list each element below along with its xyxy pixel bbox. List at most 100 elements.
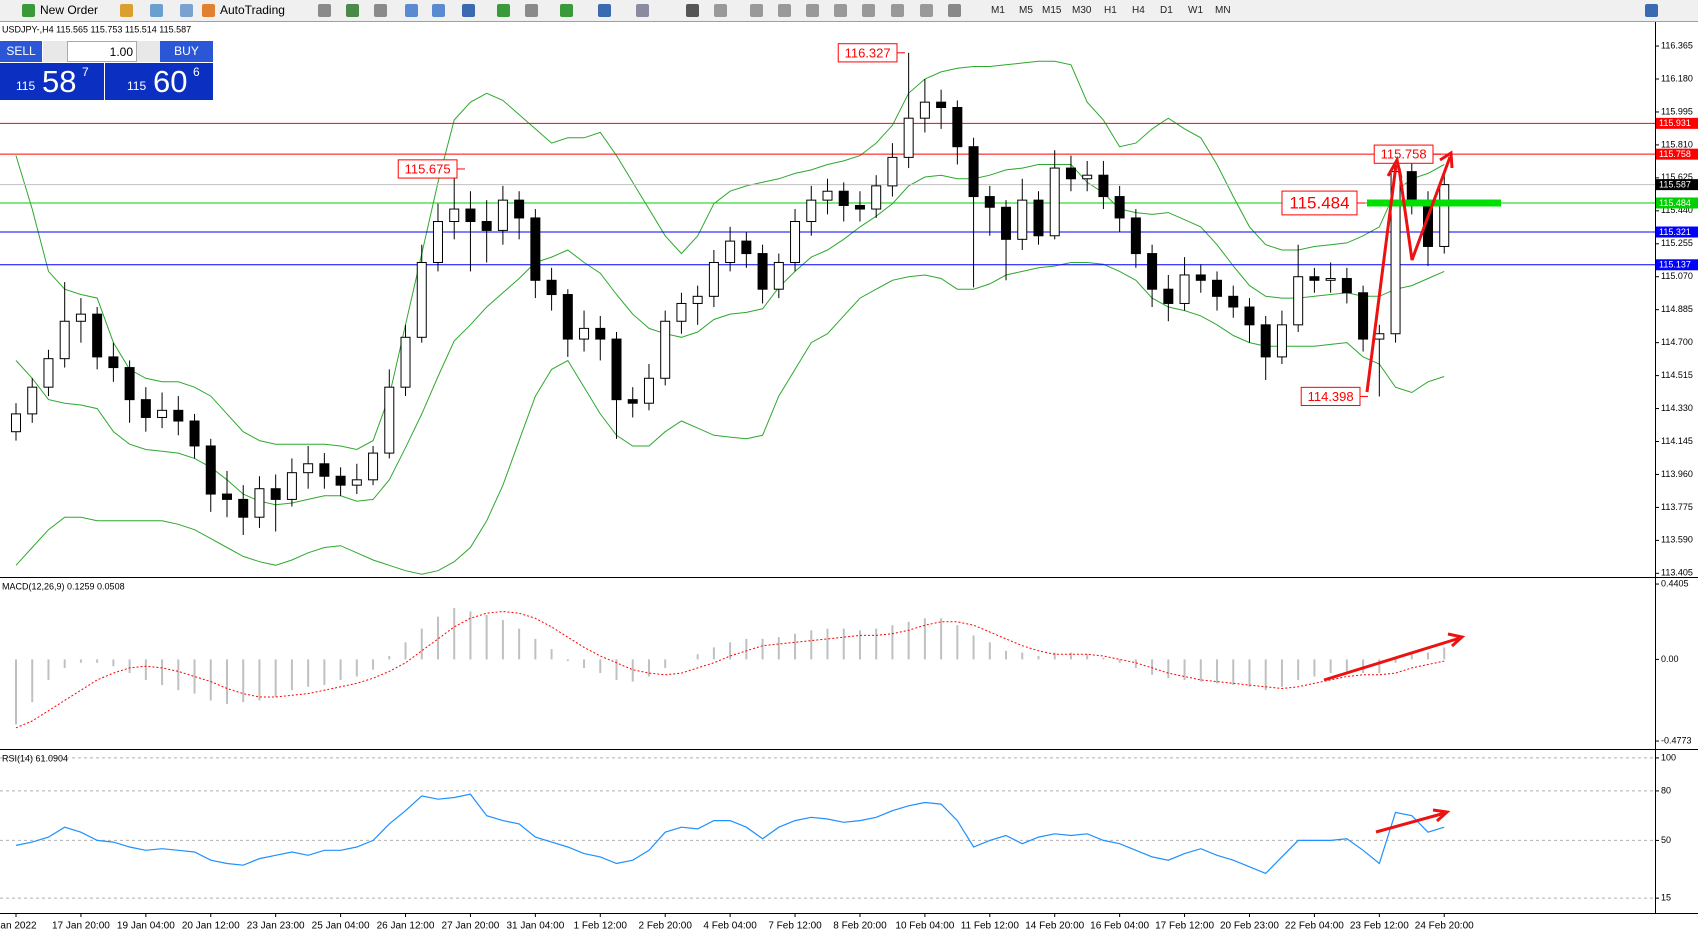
timeframe[interactable]: M1 xyxy=(991,5,1005,16)
cursor-icon[interactable] xyxy=(686,4,699,17)
macd-bar xyxy=(518,628,521,660)
x-tick-label: 25 Jan 04:00 xyxy=(312,921,370,932)
macd-bar xyxy=(1102,657,1105,660)
lot-up[interactable] xyxy=(137,41,160,62)
macd-bar xyxy=(1313,659,1316,677)
period-icon[interactable] xyxy=(598,4,611,17)
fibo-tool[interactable] xyxy=(834,4,847,17)
macd-bar xyxy=(1232,659,1235,686)
candle-body xyxy=(562,294,573,340)
macd-bar xyxy=(1167,659,1170,679)
candle-body xyxy=(1439,184,1450,247)
candle-body xyxy=(757,253,768,290)
timeframe[interactable]: D1 xyxy=(1160,5,1173,16)
candle-body xyxy=(92,313,103,358)
tool-icon[interactable] xyxy=(497,4,510,17)
line-tool[interactable] xyxy=(778,4,791,17)
candle-body xyxy=(1001,206,1012,240)
label-tool[interactable] xyxy=(920,4,933,17)
line-tool[interactable] xyxy=(750,4,763,17)
candle-body xyxy=(11,413,21,433)
candle-body xyxy=(854,204,865,210)
macd-bar xyxy=(550,649,553,660)
x-tick-label: 8 Feb 20:00 xyxy=(833,921,887,932)
timeframe[interactable]: W1 xyxy=(1188,5,1203,16)
price-tag-label: 115.587 xyxy=(1659,180,1691,190)
macd-bar xyxy=(956,625,959,660)
bollinger-middle xyxy=(15,164,1445,506)
tool-icon[interactable] xyxy=(462,4,475,17)
autotrading-button[interactable]: AutoTrading xyxy=(220,3,285,17)
candle-body xyxy=(189,420,200,447)
tool-icon[interactable] xyxy=(374,4,387,17)
new-order-button[interactable]: New Order xyxy=(40,3,99,17)
candle-body xyxy=(108,356,119,369)
y-tick-label: 115.810 xyxy=(1661,139,1693,149)
bid-price[interactable]: 115 58 7 xyxy=(0,63,104,100)
candle-body xyxy=(903,117,914,158)
lot-down[interactable] xyxy=(43,41,67,62)
candle-body xyxy=(238,498,249,518)
macd-bar xyxy=(1183,659,1186,680)
candle-body xyxy=(919,101,930,119)
macd-bar xyxy=(274,659,277,698)
timeframe[interactable]: M5 xyxy=(1019,5,1033,16)
timeframe[interactable]: M30 xyxy=(1072,5,1092,16)
new-order-icon[interactable] xyxy=(22,4,35,17)
zoom-icon[interactable] xyxy=(405,4,418,17)
price-tag xyxy=(1656,226,1698,238)
macd-bar xyxy=(1345,659,1348,672)
candle-body xyxy=(1195,274,1206,281)
tool-icon[interactable] xyxy=(525,4,538,17)
timeframe[interactable]: H1 xyxy=(1104,5,1117,16)
macd-bar xyxy=(1069,652,1072,660)
y-tick-label: 114.885 xyxy=(1661,304,1693,314)
text-tool[interactable] xyxy=(891,4,904,17)
y-tick-label: 115.070 xyxy=(1661,271,1693,281)
macd-bar xyxy=(664,659,667,668)
lot-input[interactable]: 1.00 xyxy=(67,41,137,62)
tool-icon[interactable] xyxy=(120,4,133,17)
candle-body xyxy=(449,208,460,223)
crosshair-icon[interactable] xyxy=(714,4,727,17)
buy-button[interactable]: BUY xyxy=(160,41,213,62)
macd-bar xyxy=(599,659,602,674)
line-tool[interactable] xyxy=(806,4,819,17)
indicator-icon[interactable] xyxy=(560,4,573,17)
y-tick-label: 0.4405 xyxy=(1661,578,1689,588)
macd-bar xyxy=(1199,659,1202,682)
tool-icon[interactable] xyxy=(180,4,193,17)
macd-bar xyxy=(193,659,196,694)
macd-bar xyxy=(372,659,375,670)
template-icon[interactable] xyxy=(636,4,649,17)
tool-icon[interactable] xyxy=(150,4,163,17)
candle-body xyxy=(319,463,330,477)
timeframe[interactable]: MN xyxy=(1215,5,1231,16)
search-icon[interactable] xyxy=(1645,4,1658,17)
ask-price[interactable]: 115 60 6 xyxy=(105,63,213,100)
arrow-tool[interactable] xyxy=(948,4,961,17)
macd-bar xyxy=(63,659,66,668)
price-tag xyxy=(1656,179,1698,191)
candle-body xyxy=(1082,174,1093,180)
toolbar: New Order AutoTrading M1 M5 M15 M30 H1 H… xyxy=(0,0,1698,22)
sell-button[interactable]: SELL xyxy=(0,41,42,62)
timeframe[interactable]: M15 xyxy=(1042,5,1062,16)
x-tick-label: 23 Jan 23:00 xyxy=(247,921,305,932)
candle-body xyxy=(43,358,54,388)
timeframe[interactable]: H4 xyxy=(1132,5,1145,16)
candle-body xyxy=(952,107,963,148)
y-tick-label: 113.960 xyxy=(1661,469,1693,479)
price-label: 115.484 xyxy=(1289,193,1349,212)
macd-bar xyxy=(1410,654,1413,660)
autotrading-icon[interactable] xyxy=(202,4,215,17)
candle-body xyxy=(968,146,979,198)
tool-icon[interactable] xyxy=(318,4,331,17)
tool-icon[interactable] xyxy=(346,4,359,17)
candle-body xyxy=(1309,276,1320,281)
fibo-tool[interactable] xyxy=(862,4,875,17)
bollinger-lower xyxy=(15,262,1445,575)
macd-bar xyxy=(1118,659,1121,663)
panel-title: MACD(12,26,9) 0.1259 0.0508 xyxy=(2,581,125,591)
zoom-icon[interactable] xyxy=(432,4,445,17)
